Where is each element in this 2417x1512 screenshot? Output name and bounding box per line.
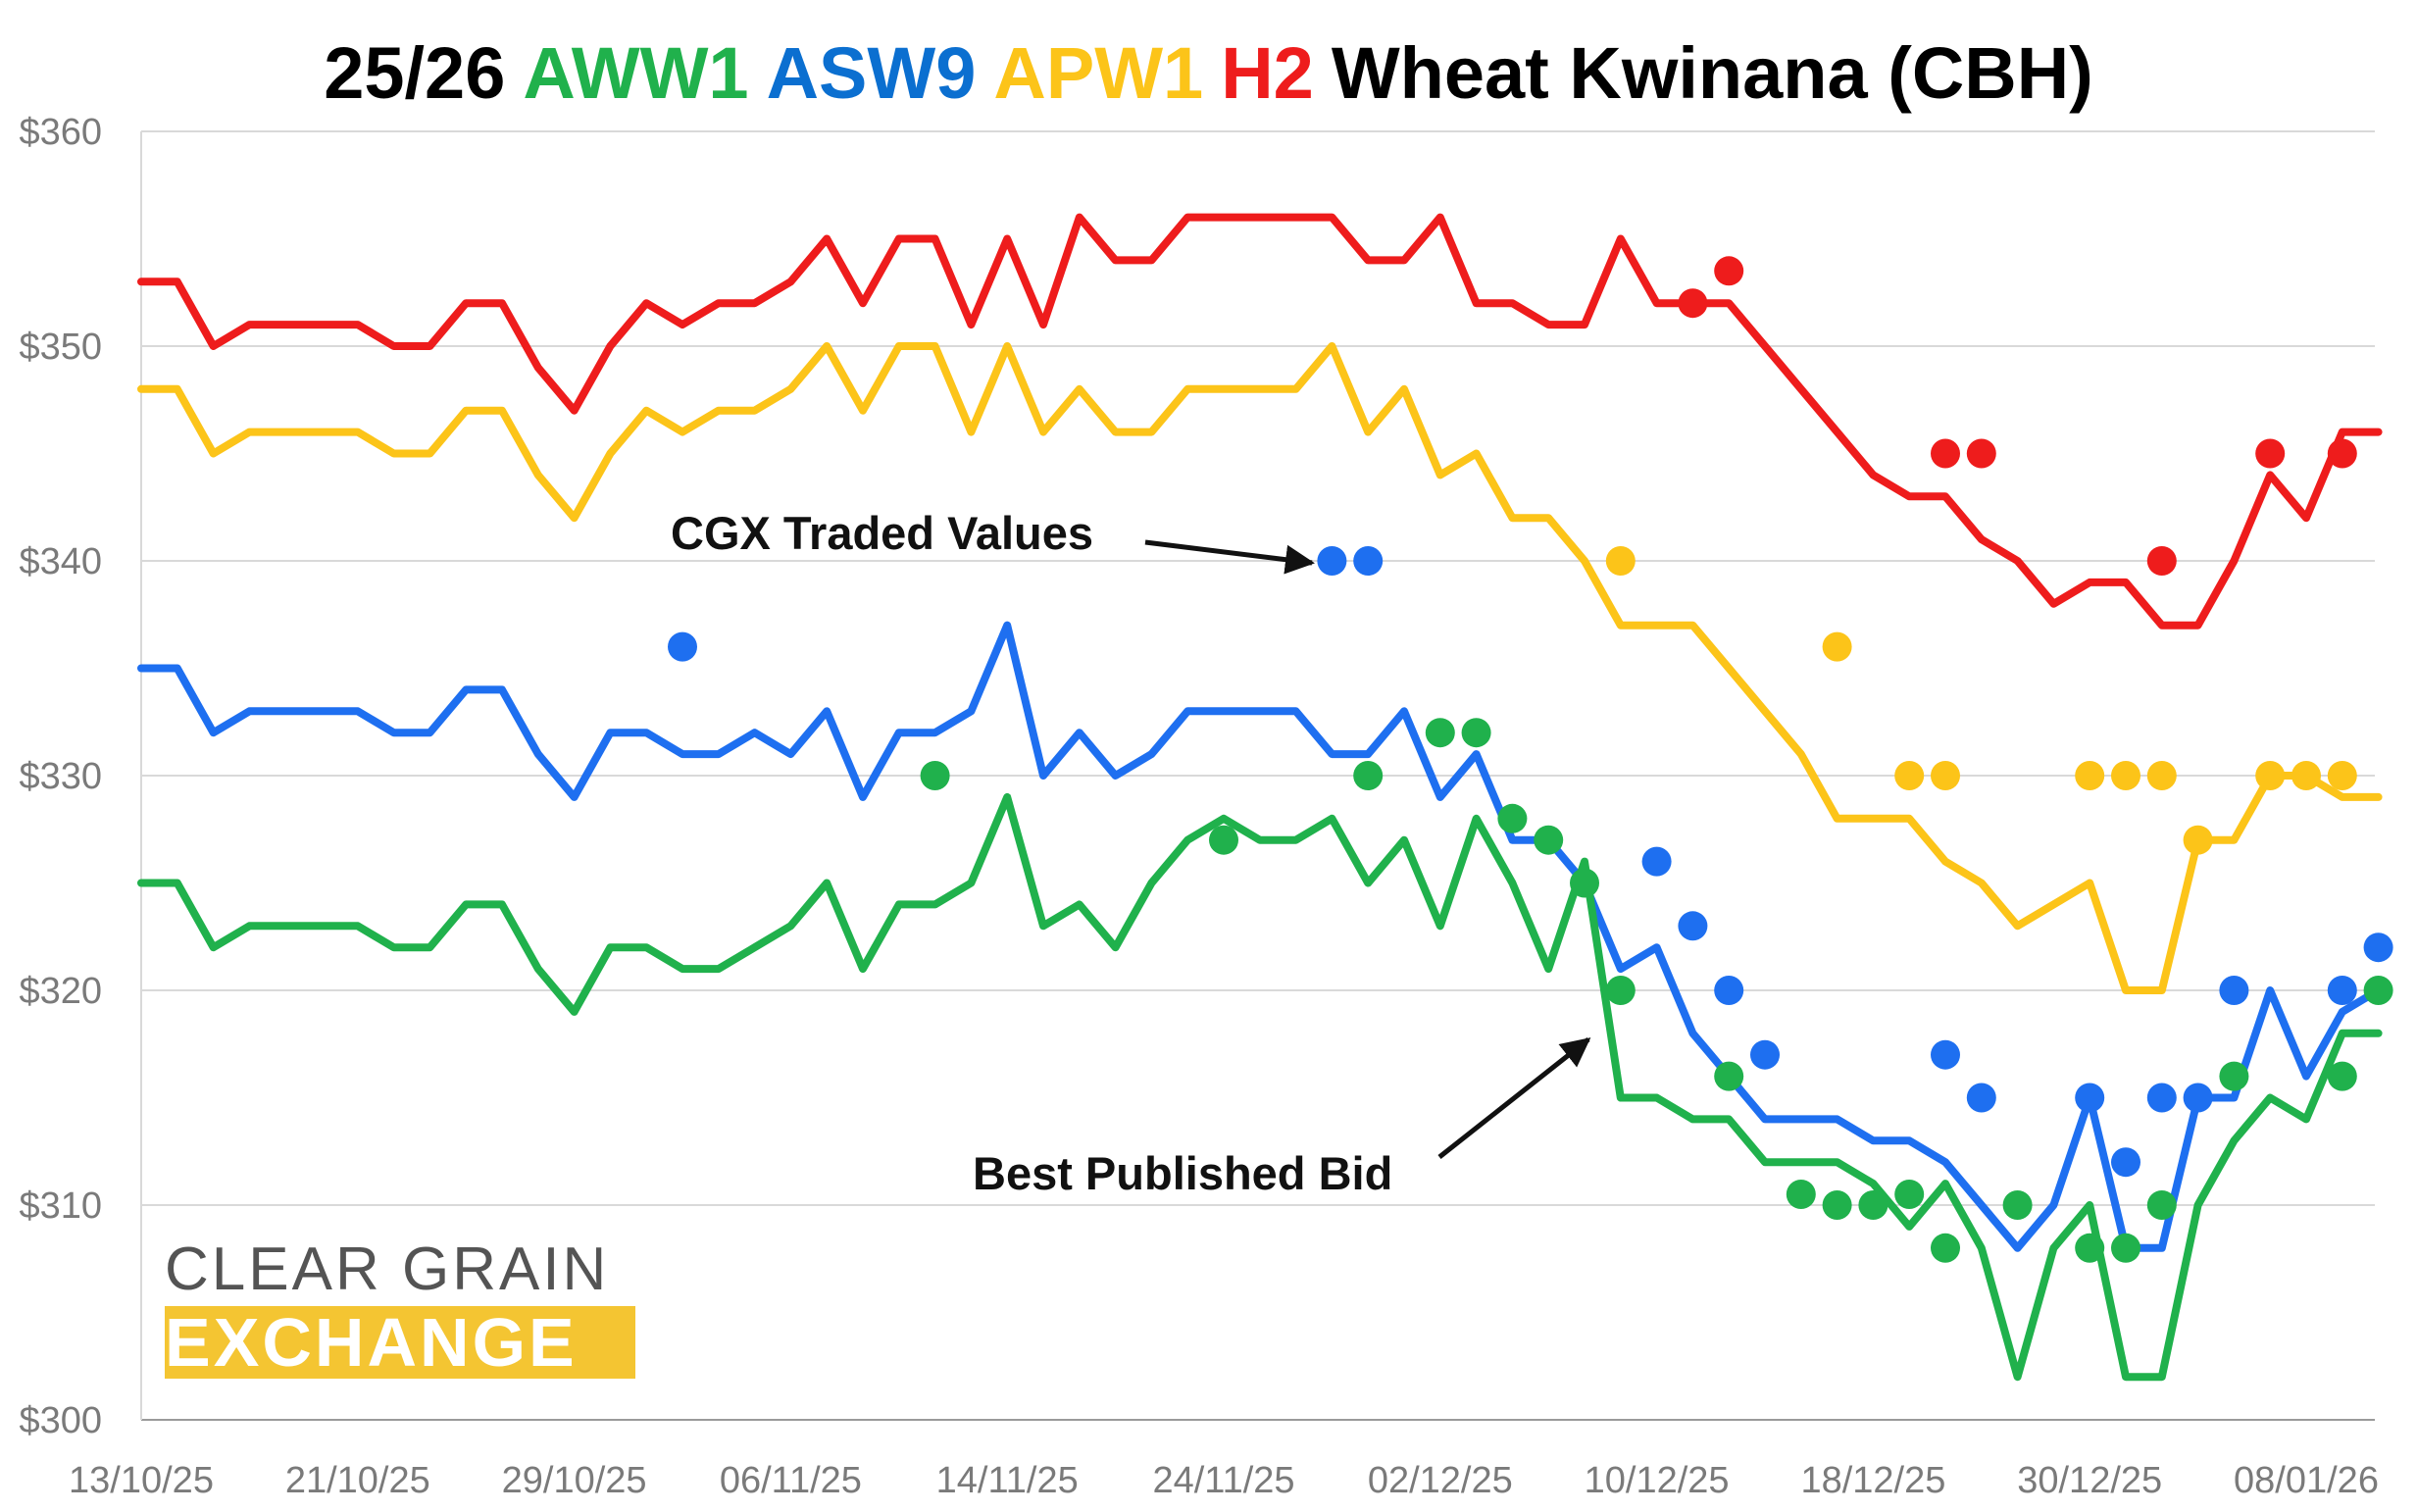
traded-point-aww1 (920, 761, 950, 790)
traded-point-aww1 (1822, 1190, 1852, 1220)
traded-point-aww1 (1534, 825, 1564, 855)
clear-grain-exchange-logo: CLEAR GRAIN EXCHANGE (165, 1237, 635, 1379)
traded-point-apw1 (2111, 761, 2140, 790)
logo-line-1: CLEAR GRAIN (165, 1235, 610, 1303)
traded-point-aww1 (2002, 1190, 2033, 1220)
traded-point-asw9 (1641, 846, 1672, 877)
bid-annotation-label: Best Published Bid (973, 1147, 1392, 1199)
traded-point-aww1 (1714, 1061, 1744, 1091)
series-line-apw1 (137, 342, 2383, 994)
traded-point-apw1 (2255, 761, 2286, 790)
x-tick-label: 08/01/26 (2234, 1460, 2379, 1501)
traded-point-asw9 (2075, 1083, 2105, 1113)
x-tick-label: 10/12/25 (1585, 1460, 1730, 1501)
x-tick-label: 06/11/25 (720, 1460, 862, 1501)
traded-point-apw1 (2183, 825, 2213, 855)
x-tick-label: 21/10/25 (285, 1460, 430, 1501)
traded-point-aww1 (1894, 1180, 1925, 1209)
y-tick-label: $320 (19, 971, 102, 1012)
traded-point-apw1 (1605, 546, 1636, 576)
traded-point-asw9 (1317, 546, 1347, 576)
traded-point-h2 (2255, 438, 2286, 469)
x-axis: 13/10/25 21/10/25 29/10/25 06/11/25 14/11/25… (69, 1460, 2379, 1501)
gridlines (140, 130, 2375, 1421)
bid-annotation-arrow (1437, 1037, 1591, 1159)
traded-point-aww1 (2219, 1061, 2249, 1091)
traded-point-h2 (1678, 288, 1708, 319)
traded-point-apw1 (1894, 761, 1925, 790)
series-line-asw9 (137, 621, 2383, 1252)
x-tick-label: 24/11/25 (1152, 1460, 1294, 1501)
traded-annotation-arrow (1144, 539, 1315, 575)
y-tick-label: $340 (19, 541, 102, 582)
x-tick-label: 13/10/25 (69, 1460, 214, 1501)
traded-point-apw1 (1822, 631, 1852, 662)
traded-point-aww1 (1605, 976, 1636, 1005)
traded-point-aww1 (1497, 803, 1528, 833)
traded-point-aww1 (2327, 1061, 2357, 1091)
traded-point-asw9 (2111, 1147, 2140, 1178)
traded-point-aww1 (1425, 718, 1455, 748)
title-rest: Wheat Kwinana (CBH) (1331, 32, 2093, 114)
traded-point-asw9 (2183, 1083, 2213, 1113)
traded-point-h2 (1931, 438, 1960, 469)
traded-point-aww1 (1461, 718, 1491, 748)
traded-point-aww1 (1786, 1180, 1816, 1209)
traded-point-aww1 (1931, 1233, 1960, 1263)
traded-point-aww1 (2111, 1233, 2140, 1263)
traded-point-asw9 (1750, 1039, 1780, 1070)
traded-point-asw9 (2327, 976, 2357, 1005)
x-tick-label: 18/12/25 (1800, 1460, 1945, 1501)
traded-point-asw9 (1678, 911, 1708, 941)
title-aww1: AWW1 (523, 32, 749, 114)
traded-point-aww1 (1858, 1190, 1888, 1220)
annotation-layer: CGX Traded Values Best Published Bid (671, 507, 1591, 1199)
traded-point-asw9 (1966, 1083, 1996, 1113)
traded-point-aww1 (2146, 1190, 2177, 1220)
y-tick-label: $330 (19, 756, 102, 797)
title-asw9: ASW9 (766, 32, 977, 114)
x-tick-label: 30/12/25 (2017, 1460, 2162, 1501)
traded-point-aww1 (2363, 976, 2393, 1005)
traded-point-h2 (2327, 438, 2357, 469)
traded-point-apw1 (2075, 761, 2105, 790)
series-layer (137, 213, 2393, 1382)
traded-point-apw1 (1931, 761, 1960, 790)
y-tick-label: $310 (19, 1185, 102, 1227)
x-tick-label: 14/11/25 (936, 1460, 1079, 1501)
traded-point-asw9 (1353, 546, 1384, 576)
traded-point-aww1 (2075, 1233, 2105, 1263)
y-axis: $300 $310 $320 $330 $340 $350 $360 (19, 112, 102, 1441)
traded-point-h2 (2146, 546, 2177, 576)
x-tick-label: 02/12/25 (1368, 1460, 1513, 1501)
chart-title: 25/26 AWW1 ASW9 APW1 H2 Wheat Kwinana (CBH) (0, 31, 2417, 115)
traded-point-asw9 (1714, 976, 1744, 1005)
y-tick-label: $300 (19, 1400, 102, 1441)
traded-point-apw1 (2146, 761, 2177, 790)
traded-point-h2 (1714, 256, 1744, 286)
logo-line-2: EXCHANGE (165, 1306, 635, 1379)
title-apw1: APW1 (993, 32, 1204, 114)
traded-point-aww1 (1353, 761, 1384, 790)
traded-point-apw1 (2327, 761, 2357, 790)
traded-point-asw9 (2219, 976, 2249, 1005)
traded-point-asw9 (2146, 1083, 2177, 1113)
x-tick-label: 29/10/25 (502, 1460, 647, 1501)
traded-point-asw9 (668, 631, 697, 662)
traded-point-apw1 (2291, 761, 2321, 790)
traded-point-asw9 (2363, 932, 2393, 963)
traded-annotation-label: CGX Traded Values (671, 507, 1093, 559)
traded-point-asw9 (1931, 1039, 1960, 1070)
y-tick-label: $350 (19, 327, 102, 368)
y-tick-label: $360 (19, 112, 102, 153)
series-line-h2 (137, 213, 2383, 630)
traded-point-aww1 (1209, 825, 1238, 855)
title-season: 25/26 (324, 32, 506, 114)
title-h2: H2 (1221, 32, 1314, 114)
traded-point-aww1 (1570, 868, 1599, 898)
series-line-aww1 (137, 792, 2383, 1382)
traded-point-h2 (1966, 438, 1996, 469)
